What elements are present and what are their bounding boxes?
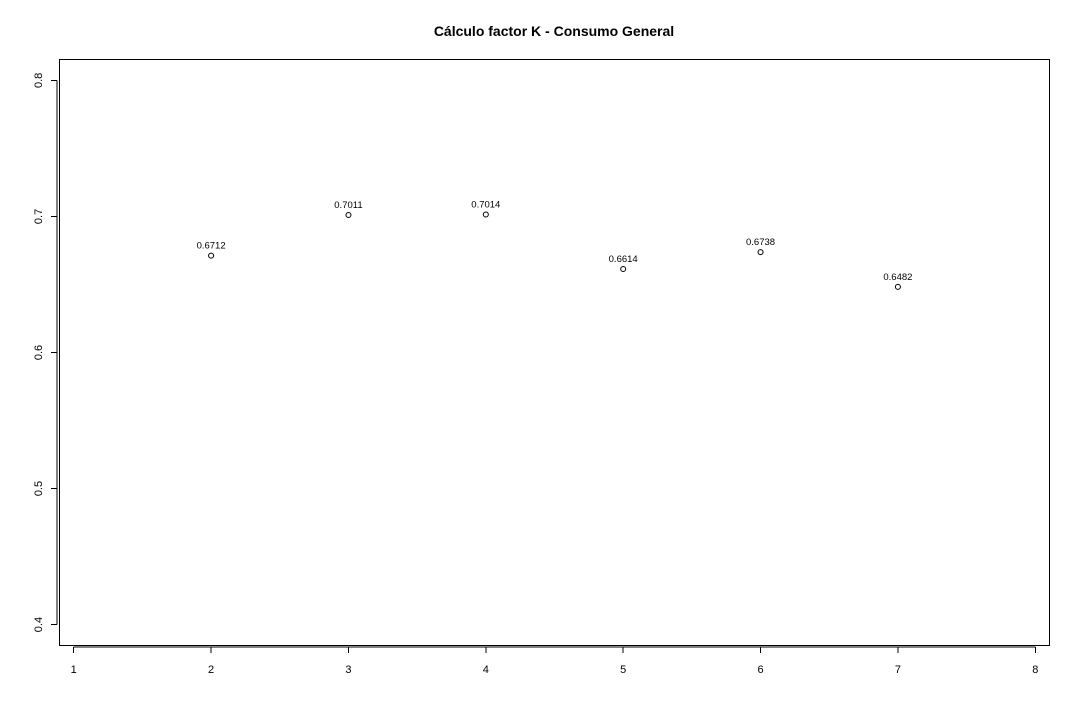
data-point — [345, 211, 352, 218]
x-tick-label: 5 — [620, 664, 626, 676]
y-tick-label: 0.8 — [33, 73, 45, 88]
plot-frame — [59, 59, 1050, 646]
y-tick-label: 0.7 — [33, 209, 45, 224]
data-labels: 0.6712 0.7011 0.7014 0.6614 0.6738 0.6482 — [197, 200, 913, 283]
data-point — [757, 249, 764, 256]
data-point — [620, 265, 627, 272]
chart-title: Cálculo factor K - Consumo General — [434, 23, 674, 39]
x-axis: 1 2 3 4 5 6 7 8 — [71, 647, 1038, 676]
x-tick-label: 3 — [345, 664, 351, 676]
data-label: 0.6482 — [883, 272, 912, 283]
data-label: 0.7014 — [471, 200, 500, 211]
y-tick-label: 0.6 — [33, 345, 45, 360]
data-point — [482, 211, 489, 218]
x-tick-label: 6 — [757, 664, 763, 676]
y-tick-label: 0.4 — [33, 617, 45, 632]
data-points — [208, 211, 901, 290]
x-tick-label: 2 — [208, 664, 214, 676]
data-point — [208, 252, 215, 259]
y-tick-label: 0.5 — [33, 481, 45, 496]
data-label: 0.7011 — [334, 200, 362, 211]
x-tick-label: 7 — [895, 664, 901, 676]
data-label: 0.6712 — [197, 241, 226, 252]
x-tick-label: 4 — [483, 664, 489, 676]
y-axis: 0.4 0.5 0.6 0.7 0.8 — [33, 73, 57, 632]
data-point — [894, 283, 901, 290]
data-label: 0.6738 — [746, 237, 775, 248]
data-label: 0.6614 — [609, 254, 638, 265]
x-tick-label: 1 — [71, 664, 77, 676]
x-tick-label: 8 — [1032, 664, 1038, 676]
